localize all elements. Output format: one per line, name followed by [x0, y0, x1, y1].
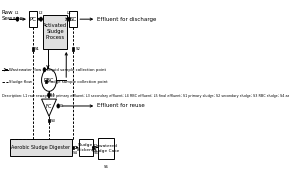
Circle shape: [43, 68, 46, 72]
Text: Dewatered
Sludge Cake: Dewatered Sludge Cake: [92, 144, 120, 153]
Text: Effluent for reuse: Effluent for reuse: [97, 104, 145, 108]
Circle shape: [57, 104, 60, 108]
Text: FC: FC: [46, 104, 52, 109]
Text: L2: L2: [39, 11, 43, 15]
FancyBboxPatch shape: [79, 139, 93, 156]
Text: S1: S1: [35, 47, 40, 51]
Text: Description: L1 raw sewage; L2 primary effluent; L3 secondary effluent; L4 RBC e: Description: L1 raw sewage; L2 primary e…: [2, 94, 289, 98]
Bar: [48, 119, 50, 122]
Text: L5: L5: [60, 104, 64, 108]
Text: Aerobic Sludge Digester: Aerobic Sludge Digester: [12, 145, 71, 150]
Text: Liquid sample collection point: Liquid sample collection point: [47, 68, 106, 72]
Text: Sludge
Thickener: Sludge Thickener: [75, 143, 97, 152]
Circle shape: [40, 17, 42, 21]
Bar: [32, 48, 34, 51]
FancyBboxPatch shape: [43, 14, 67, 49]
Circle shape: [68, 17, 71, 21]
Text: Sludge flow: Sludge flow: [9, 80, 32, 84]
Bar: [45, 80, 47, 83]
Text: S4: S4: [73, 151, 78, 155]
FancyBboxPatch shape: [69, 11, 77, 27]
Text: Effluent for discharge: Effluent for discharge: [97, 17, 157, 22]
Text: RBC: RBC: [44, 78, 54, 83]
Text: S3: S3: [50, 119, 55, 123]
Bar: [72, 146, 74, 149]
Text: L3: L3: [67, 11, 71, 15]
Text: L1: L1: [15, 11, 20, 15]
Bar: [72, 48, 74, 51]
Text: S2: S2: [75, 47, 80, 51]
Bar: [92, 146, 95, 149]
Text: Activated
Sludge
Process: Activated Sludge Process: [43, 23, 67, 40]
Text: PC: PC: [29, 17, 36, 22]
Circle shape: [16, 17, 19, 21]
Text: Sludge sample collection point: Sludge sample collection point: [47, 80, 107, 84]
Text: SC: SC: [70, 17, 77, 22]
Polygon shape: [42, 99, 57, 116]
Circle shape: [48, 93, 50, 97]
Text: Wastewater flow: Wastewater flow: [9, 68, 41, 72]
Text: L4: L4: [51, 93, 55, 97]
Text: S6: S6: [103, 165, 108, 169]
Circle shape: [42, 69, 57, 91]
FancyBboxPatch shape: [29, 11, 37, 27]
Text: S5: S5: [93, 151, 98, 155]
FancyBboxPatch shape: [98, 138, 114, 160]
FancyBboxPatch shape: [10, 139, 72, 156]
Text: Raw
Sewage: Raw Sewage: [2, 10, 24, 21]
